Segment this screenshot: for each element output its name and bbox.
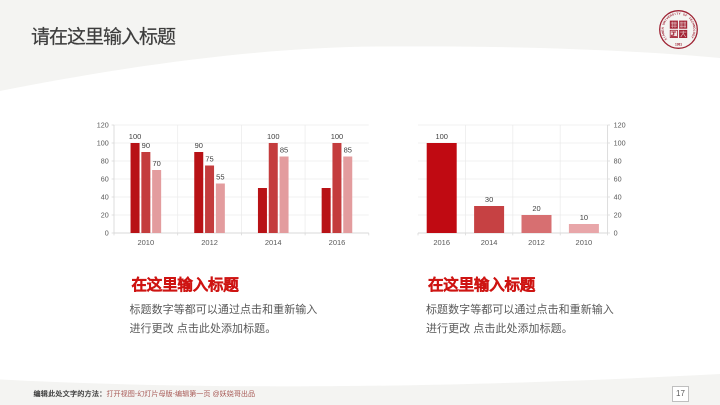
svg-text:85: 85 [280, 145, 288, 154]
svg-text:F: F [684, 13, 688, 17]
svg-text:H: H [691, 22, 696, 25]
svg-text:20: 20 [614, 210, 622, 219]
svg-text:90: 90 [195, 141, 203, 150]
svg-text:N: N [661, 27, 665, 29]
svg-text:55: 55 [216, 172, 224, 181]
svg-text:90: 90 [142, 141, 150, 150]
svg-text:G: G [691, 33, 696, 37]
svg-text:O: O [692, 27, 696, 30]
svg-text:70: 70 [152, 159, 160, 168]
svg-text:100: 100 [97, 138, 109, 147]
svg-text:E: E [689, 18, 693, 22]
svg-text:100: 100 [435, 132, 448, 141]
svg-text:75: 75 [205, 154, 213, 163]
svg-text:S: S [671, 12, 674, 16]
svg-text:60: 60 [101, 174, 109, 183]
svg-text:0: 0 [614, 228, 618, 237]
svg-text:2012: 2012 [201, 238, 218, 247]
svg-text:100: 100 [331, 132, 344, 141]
svg-text:85: 85 [344, 145, 352, 154]
svg-text:0: 0 [105, 228, 109, 237]
svg-text:2010: 2010 [137, 238, 154, 247]
svg-text:2014: 2014 [265, 238, 282, 247]
svg-text:2012: 2012 [528, 238, 545, 247]
svg-text:T: T [688, 16, 692, 20]
svg-text:X: X [664, 37, 668, 41]
svg-text:120: 120 [97, 120, 109, 129]
svg-text:1981: 1981 [675, 43, 682, 47]
svg-text:20: 20 [101, 210, 109, 219]
svg-text:L: L [692, 30, 696, 32]
svg-text:A: A [661, 33, 666, 37]
svg-text:E: E [667, 15, 671, 19]
svg-text:2014: 2014 [481, 238, 498, 247]
svg-text:C: C [690, 20, 695, 25]
svg-text:N: N [662, 20, 667, 24]
svg-text:40: 40 [101, 192, 109, 201]
svg-text:T: T [676, 12, 678, 16]
svg-text:100: 100 [267, 132, 280, 141]
svg-text:2016: 2016 [433, 238, 450, 247]
svg-text:2010: 2010 [576, 238, 593, 247]
svg-text:40: 40 [614, 192, 622, 201]
svg-text:I: I [674, 12, 676, 16]
svg-text:M: M [661, 31, 666, 35]
svg-text:N: N [692, 25, 696, 28]
svg-text:2016: 2016 [329, 238, 346, 247]
svg-text:O: O [692, 31, 697, 35]
svg-text:80: 80 [101, 156, 109, 165]
svg-text:80: 80 [614, 156, 622, 165]
svg-text:U: U [661, 22, 666, 25]
svg-text:R: R [669, 13, 674, 18]
svg-text:O: O [682, 12, 686, 17]
svg-text:10: 10 [580, 213, 588, 222]
svg-text:V: V [665, 16, 669, 20]
svg-text:I: I [664, 18, 668, 21]
svg-text:I: I [663, 36, 667, 39]
svg-text:20: 20 [532, 204, 540, 213]
svg-text:100: 100 [614, 138, 626, 147]
svg-text:100: 100 [129, 132, 142, 141]
svg-text:Y: Y [678, 12, 680, 16]
svg-text:30: 30 [485, 195, 493, 204]
svg-text:120: 120 [614, 120, 626, 129]
svg-text:Y: Y [690, 35, 694, 39]
svg-text:E: E [661, 30, 665, 32]
svg-text:60: 60 [614, 174, 622, 183]
